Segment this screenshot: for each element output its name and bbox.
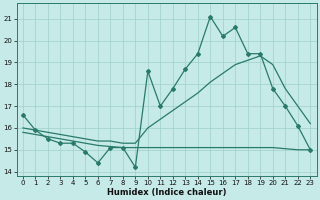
X-axis label: Humidex (Indice chaleur): Humidex (Indice chaleur) (107, 188, 226, 197)
